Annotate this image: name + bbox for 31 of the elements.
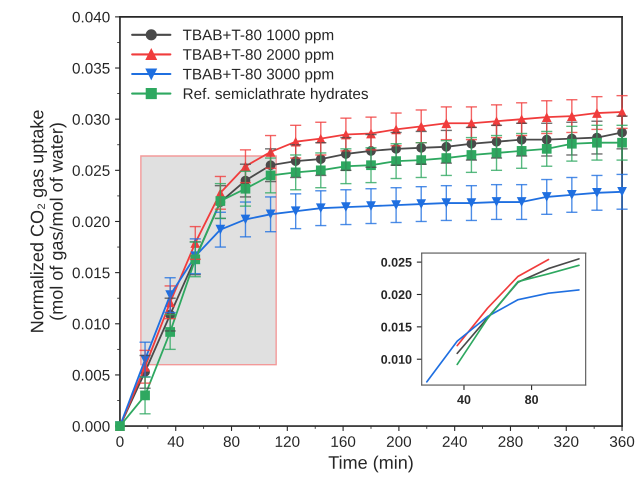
x-tick-label: 80 <box>224 436 240 448</box>
x-tick-label: 360 <box>610 436 634 448</box>
y-tick-label: 0.015 <box>72 268 110 278</box>
y-tick-label: 0.005 <box>72 370 110 381</box>
y-tick-label: 0.035 <box>72 62 110 74</box>
x-tick-label: 160 <box>332 436 356 448</box>
y-axis-title: Normalized CO₂ gas uptake (mol of gas/mol of water) <box>30 110 66 332</box>
x-tick-label: 320 <box>554 436 578 448</box>
x-tick-label: 120 <box>276 436 300 448</box>
x-tick-label: 280 <box>498 436 523 448</box>
x-tick-label: 0 <box>116 436 124 448</box>
y-tick-label: 0.010 <box>72 318 110 330</box>
y-tick-label: 0.015 <box>381 322 412 332</box>
y-tick-label: 0.025 <box>72 165 110 176</box>
x-tick-label: 40 <box>457 395 470 404</box>
legend-label: TBAB+T-80 1000 ppm <box>182 29 334 44</box>
y-tick-label: 0.000 <box>72 420 110 432</box>
x-tick-label: 40 <box>168 436 184 448</box>
y-tick-label: 0.040 <box>72 12 110 23</box>
y-tick-label: 0.030 <box>72 114 110 125</box>
x-tick-label: 80 <box>525 395 538 404</box>
y-tick-label: 0.010 <box>381 355 412 364</box>
legend-label: Ref. semiclathrate hydrates <box>184 88 368 102</box>
x-axis-title: Time (min) <box>328 456 413 472</box>
x-tick-label: 200 <box>386 436 412 448</box>
y-tick-label: 0.020 <box>381 290 412 300</box>
y-tick-label: 0.025 <box>381 258 412 267</box>
y-tick-label: 0.020 <box>72 216 110 228</box>
x-tick-label: 240 <box>442 436 467 448</box>
legend-label: TBAB+T-80 3000 ppm <box>182 68 334 83</box>
legend-label: TBAB+T-80 2000 ppm <box>182 49 334 63</box>
